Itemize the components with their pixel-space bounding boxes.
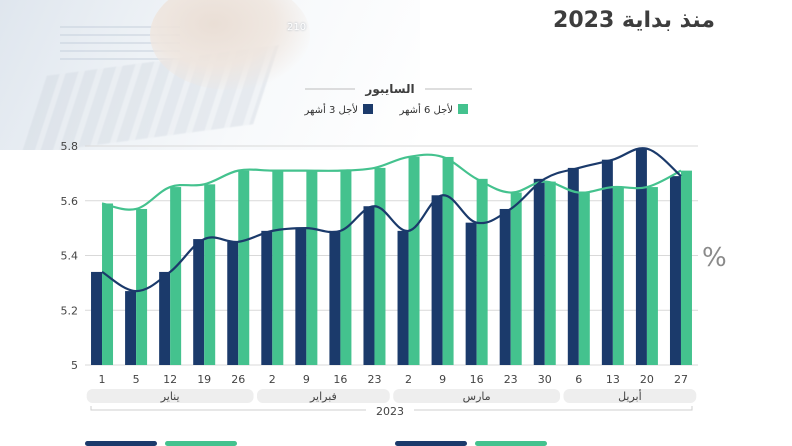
x-tick-label: 16 xyxy=(470,373,484,386)
year-label: 2023 xyxy=(376,405,404,418)
bar-3-month xyxy=(193,239,205,365)
bar-3-month xyxy=(91,271,103,365)
footer-band xyxy=(475,441,547,446)
footer-band xyxy=(85,441,157,446)
line-6-month xyxy=(101,153,682,211)
bar-3-month xyxy=(261,230,273,365)
x-tick-label: 30 xyxy=(538,373,552,386)
month-pill xyxy=(393,389,561,403)
legend-swatch-3-month xyxy=(363,104,373,114)
bar-6-month xyxy=(170,187,182,365)
bar-6-month xyxy=(374,167,386,365)
x-tick-label: 9 xyxy=(303,373,310,386)
month-pill xyxy=(86,389,254,403)
legend-label-3-month: لأجل 3 أشهر xyxy=(304,103,358,116)
bar-3-month xyxy=(397,230,409,365)
x-tick-label: 13 xyxy=(606,373,620,386)
bar-6-month xyxy=(204,184,216,365)
line-3-month xyxy=(101,147,682,293)
bar-6-month xyxy=(578,192,590,365)
bar-6-month xyxy=(510,192,522,365)
x-tick-label: 9 xyxy=(439,373,446,386)
bar-3-month xyxy=(601,159,613,365)
bar-3-month xyxy=(363,206,375,365)
bar-6-month xyxy=(340,170,352,365)
y-tick-label: 5.4 xyxy=(61,250,79,263)
month-label: أبريل xyxy=(618,389,642,403)
bar-3-month xyxy=(635,148,647,365)
bar-3-month xyxy=(669,176,681,365)
bar-3-month xyxy=(227,241,239,365)
bar-6-month xyxy=(136,208,148,365)
year-label-bg xyxy=(366,403,414,417)
month-pill xyxy=(563,389,697,403)
header-photo: 210 xyxy=(0,0,420,150)
bar-6-month xyxy=(442,156,454,365)
x-tick-label: 23 xyxy=(504,373,518,386)
month-pill xyxy=(256,389,390,403)
footer-band xyxy=(395,441,467,446)
x-tick-label: 16 xyxy=(333,373,347,386)
bar-3-month xyxy=(295,228,307,365)
bar-3-month xyxy=(159,271,171,365)
bar-6-month xyxy=(612,187,624,365)
y-axis-unit: % xyxy=(702,243,727,273)
bar-3-month xyxy=(533,178,545,365)
month-label: مارس xyxy=(463,390,491,403)
x-tick-label: 2 xyxy=(269,373,276,386)
legend-swatch-6-month xyxy=(458,104,468,114)
bar-3-month xyxy=(499,208,511,365)
bar-6-month xyxy=(272,170,284,365)
x-tick-label: 23 xyxy=(367,373,381,386)
bar-3-month xyxy=(329,230,341,365)
bar-6-month xyxy=(680,170,692,365)
y-tick-label: 5.6 xyxy=(61,195,79,208)
bar-3-month xyxy=(125,291,137,365)
bar-3-month xyxy=(431,195,443,365)
month-label: يناير xyxy=(160,390,180,403)
bar-6-month xyxy=(544,181,556,365)
y-tick-label: 5 xyxy=(71,359,78,372)
bar-6-month xyxy=(408,156,420,365)
x-tick-label: 5 xyxy=(133,373,140,386)
y-tick-label: 5.2 xyxy=(61,304,79,317)
bar-3-month xyxy=(465,222,477,365)
x-tick-label: 26 xyxy=(231,373,245,386)
x-tick-label: 6 xyxy=(575,373,582,386)
bar-6-month xyxy=(476,178,488,365)
bar-6-month xyxy=(646,187,658,365)
bar-3-month xyxy=(567,167,579,365)
footer-band xyxy=(165,441,237,446)
x-tick-label: 27 xyxy=(674,373,688,386)
x-tick-label: 12 xyxy=(163,373,177,386)
x-tick-label: 1 xyxy=(99,373,106,386)
bar-6-month xyxy=(238,170,250,365)
y-tick-label: 5.8 xyxy=(61,140,79,153)
photo-hand xyxy=(150,0,310,90)
page-title: منذ بداية 2023 xyxy=(553,8,715,33)
x-tick-label: 2 xyxy=(405,373,412,386)
x-tick-label: 20 xyxy=(640,373,654,386)
chart-title: السايبور xyxy=(364,82,414,97)
legend-label-6-month: لأجل 6 أشهر xyxy=(399,103,453,116)
photo-number: 210 xyxy=(287,22,307,33)
bar-6-month xyxy=(306,170,318,365)
bar-6-month xyxy=(102,203,114,365)
month-label: فبراير xyxy=(309,390,337,403)
x-tick-label: 19 xyxy=(197,373,211,386)
